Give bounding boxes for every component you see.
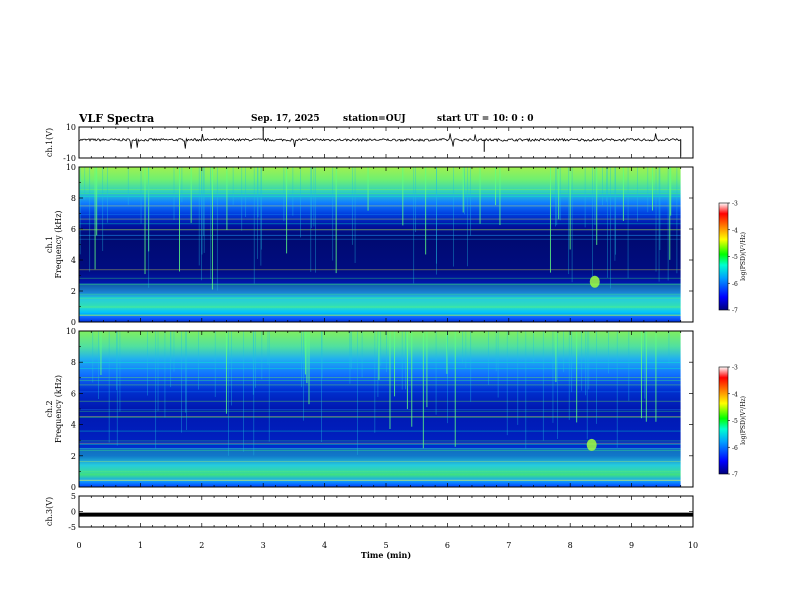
station-label: station=OUJ bbox=[343, 114, 406, 124]
x-tick-label: 7 bbox=[506, 541, 511, 550]
y-tick-label: 5 bbox=[71, 492, 76, 501]
colorbar-label: log(PSD)(V²/Hz) bbox=[740, 232, 747, 281]
panel-frame bbox=[78, 126, 694, 159]
ch1-waveform-panel: 10 -10 ch.1(V) bbox=[45, 123, 694, 163]
x-tick-label: 4 bbox=[322, 541, 327, 550]
ch2-spectrogram-panel: 0 2 4 6 8 10 ch.2 Frequency (kHz) -3 -4 -5 -6 -7 log(… bbox=[45, 327, 747, 492]
x-tick-label: 6 bbox=[445, 541, 450, 550]
ch3-waveform-panel: 5 0 -5 ch.3(V) bbox=[45, 492, 694, 532]
frequency-axis-label: Frequency (kHz) bbox=[54, 375, 63, 443]
chart-title: VLF Spectra bbox=[79, 112, 155, 125]
ch1-spectrogram-panel: 0 2 4 6 8 10 ch.1 Frequency (kHz) -3 -4 -5 -6 -7 log(… bbox=[45, 163, 747, 327]
emission-band bbox=[79, 448, 681, 472]
colorbar bbox=[718, 202, 729, 311]
x-tick-label: 2 bbox=[199, 541, 204, 550]
spectrogram-image bbox=[79, 331, 681, 487]
colorbar-tick-label: -6 bbox=[732, 281, 738, 288]
y-tick-label: 10 bbox=[66, 327, 76, 336]
x-tick-label: 0 bbox=[76, 541, 81, 550]
colorbar-label: log(PSD)(V²/Hz) bbox=[740, 396, 747, 445]
date-label: Sep. 17, 2025 bbox=[251, 114, 320, 124]
x-tick-label: 1 bbox=[138, 541, 143, 550]
y-tick-label: 8 bbox=[71, 194, 76, 203]
y-tick-label: 8 bbox=[71, 358, 76, 367]
y-tick-label: 10 bbox=[66, 163, 76, 172]
x-tick-label: 10 bbox=[688, 541, 698, 550]
colorbar-tick-label: -5 bbox=[732, 418, 738, 425]
y-tick-label: 0 bbox=[71, 318, 76, 327]
colorbar-tick-label: -3 bbox=[732, 201, 738, 208]
voltage-axis-label: ch.1(V) bbox=[45, 128, 54, 157]
emission-band bbox=[79, 283, 681, 307]
x-axis-label: Time (min) bbox=[361, 550, 411, 560]
y-tick-label: -5 bbox=[68, 523, 76, 532]
y-tick-label: 4 bbox=[71, 256, 76, 265]
colorbar-tick-label: -4 bbox=[732, 227, 738, 234]
voltage-axis-label: ch.3(V) bbox=[45, 497, 54, 526]
colorbar bbox=[718, 366, 729, 475]
colorbar-tick-label: -6 bbox=[732, 445, 738, 452]
emission-enhancement bbox=[586, 438, 597, 451]
y-tick-label: 2 bbox=[71, 287, 76, 296]
frequency-axis-label: Frequency (kHz) bbox=[54, 210, 63, 278]
y-tick-label: 6 bbox=[71, 225, 76, 234]
colorbar-tick-label: -5 bbox=[732, 254, 738, 261]
emission-enhancement bbox=[589, 275, 600, 288]
y-tick-label: 10 bbox=[66, 123, 76, 132]
y-tick-label: -10 bbox=[63, 154, 76, 163]
colorbar-tick-label: -7 bbox=[732, 308, 738, 315]
channel-label: ch.1 bbox=[45, 236, 54, 253]
x-tick-label: 8 bbox=[568, 541, 573, 550]
x-tick-label: 3 bbox=[261, 541, 266, 550]
y-tick-label: 6 bbox=[71, 389, 76, 398]
colorbar-tick-label: -4 bbox=[732, 391, 738, 398]
y-tick-label: 0 bbox=[71, 483, 76, 492]
x-tick-label: 5 bbox=[383, 541, 388, 550]
y-tick-label: 0 bbox=[71, 508, 76, 517]
colorbar-tick-label: -3 bbox=[732, 365, 738, 372]
no-data-region bbox=[680, 331, 693, 487]
no-data-region bbox=[680, 167, 693, 322]
colorbar-tick-label: -7 bbox=[732, 472, 738, 479]
x-tick-label: 9 bbox=[629, 541, 634, 550]
panel-frame bbox=[78, 495, 694, 528]
start-time-label: start UT = 10: 0 : 0 bbox=[437, 114, 534, 124]
y-tick-label: 2 bbox=[71, 452, 76, 461]
y-tick-label: 4 bbox=[71, 421, 76, 430]
channel-label: ch.2 bbox=[45, 400, 54, 417]
ch1-waveform-trace bbox=[78, 133, 681, 149]
